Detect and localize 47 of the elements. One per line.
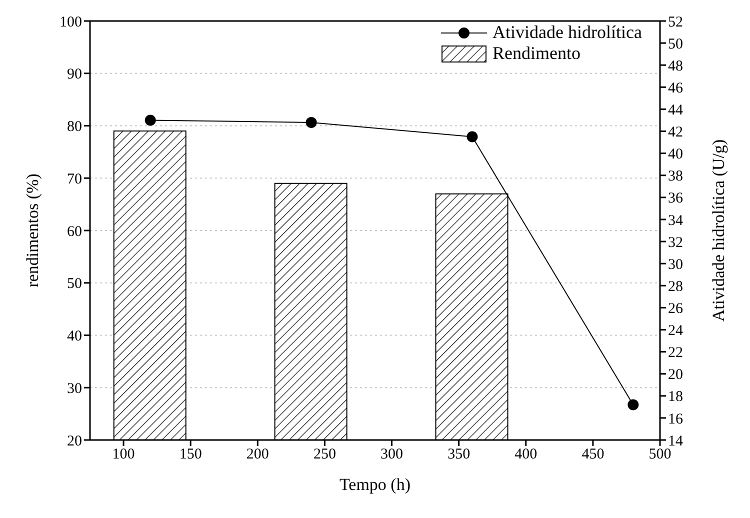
y2-tick-label: 40 <box>668 146 683 163</box>
y2-tick-label: 28 <box>668 278 683 295</box>
x-tick-label: 350 <box>448 446 470 463</box>
point <box>628 399 639 410</box>
y2-tick-label: 16 <box>668 411 684 428</box>
y-tick-label: 20 <box>67 433 82 450</box>
y2-tick-label: 42 <box>668 124 683 141</box>
x-tick-label: 100 <box>112 446 135 463</box>
y2-tick-label: 22 <box>668 345 683 362</box>
y2-tick-label: 48 <box>668 58 683 74</box>
x-axis-title: Tempo (h) <box>339 475 411 494</box>
y-axis-title: rendimentos (%) <box>23 174 42 288</box>
y2-tick-label: 30 <box>668 256 683 273</box>
legend-label: Atividade hidrolítica <box>492 22 642 43</box>
x-tick-label: 300 <box>380 446 404 463</box>
y2-tick-label: 52 <box>668 14 683 30</box>
x-tick-label: 250 <box>313 446 336 463</box>
y2-tick-label: 32 <box>668 234 683 251</box>
y2-tick-label: 44 <box>668 102 684 119</box>
y-tick-label: 30 <box>67 380 82 397</box>
x-tick-label: 500 <box>648 446 672 463</box>
legend-label: Rendimento <box>492 43 581 64</box>
point <box>306 116 317 128</box>
y-tick-label: 100 <box>60 14 82 30</box>
x-tick-label: 150 <box>179 446 202 463</box>
x-tick-label: 400 <box>514 446 538 463</box>
y2-tick-label: 34 <box>668 212 684 229</box>
y2-tick-label: 24 <box>668 323 684 340</box>
y2-tick-label: 38 <box>668 168 683 185</box>
y2-tick-label: 46 <box>668 80 684 96</box>
y-tick-label: 70 <box>67 171 82 188</box>
y-tick-label: 90 <box>67 66 82 83</box>
point <box>144 114 156 126</box>
point <box>466 131 478 142</box>
x-tick-label: 450 <box>582 446 604 463</box>
y2-tick-label: 20 <box>668 367 683 384</box>
y2-axis-title: Atividade hidrolítica (U/g) <box>709 139 728 322</box>
y2-tick-label: 14 <box>668 433 684 450</box>
y2-tick-label: 18 <box>668 389 683 406</box>
x-tick-label: 200 <box>246 446 269 463</box>
y-tick-label: 50 <box>67 276 82 292</box>
y-tick-label: 60 <box>67 224 82 240</box>
y2-tick-label: 26 <box>668 301 684 318</box>
y-tick-label: 80 <box>67 119 82 136</box>
y-tick-label: 40 <box>67 328 82 345</box>
y2-tick-label: 50 <box>668 36 683 52</box>
y2-tick-label: 36 <box>668 190 684 207</box>
